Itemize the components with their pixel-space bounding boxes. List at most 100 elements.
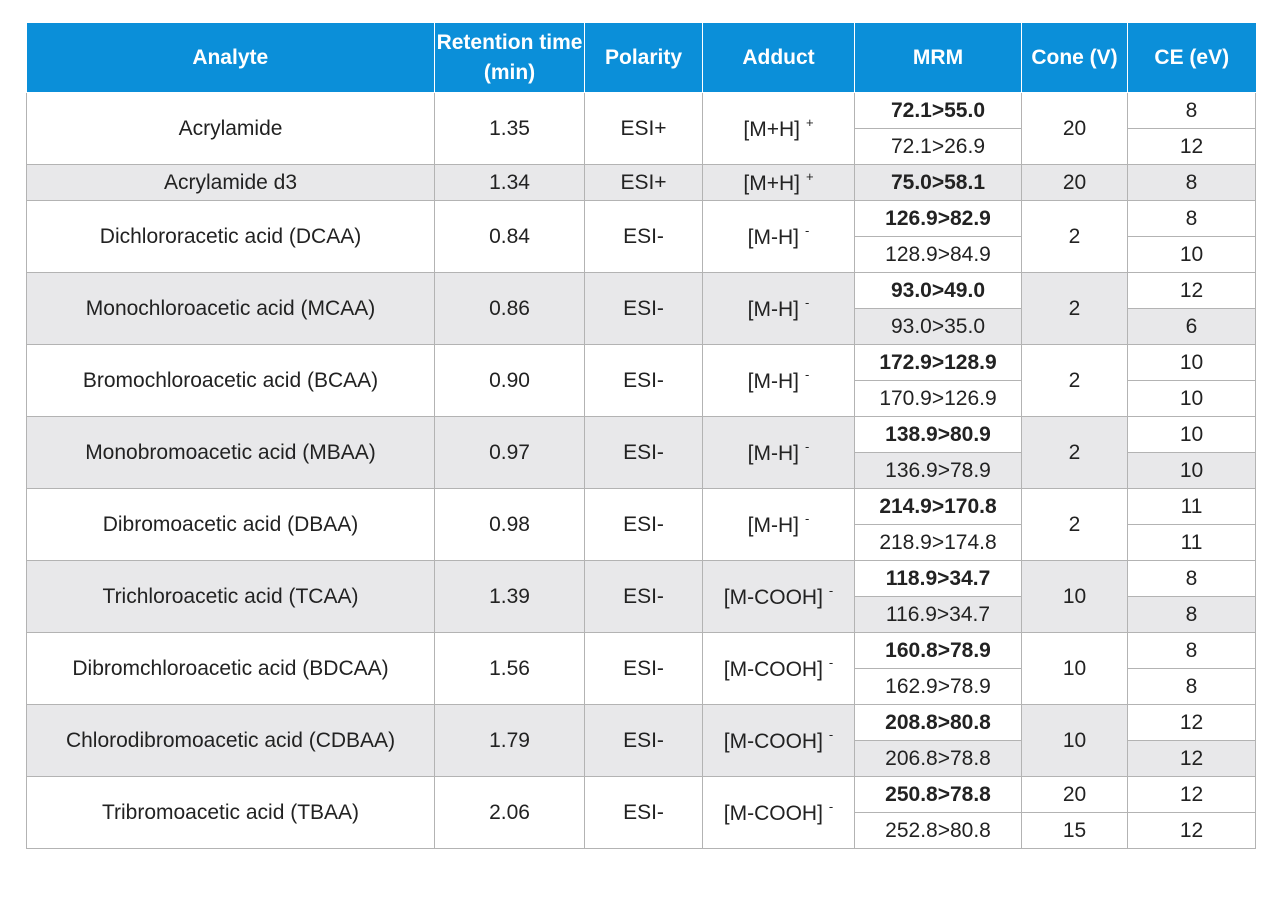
cell-mrm-qualifier: 136.9>78.9: [854, 452, 1022, 489]
cell-analyte: Tribromoacetic acid (TBAA): [26, 776, 435, 849]
cell-ce: 8: [1127, 164, 1256, 201]
header-retention-time: Retention time (min): [434, 23, 585, 93]
cell-polarity: ESI+: [584, 164, 703, 201]
cell-retention-time: 1.56: [434, 632, 585, 705]
cell-cone: 2: [1021, 200, 1128, 273]
cell-polarity: ESI-: [584, 560, 703, 633]
adduct-charge: +: [806, 115, 814, 130]
adduct-charge: +: [806, 169, 814, 184]
mrm-parameters-table: Analyte Retention time (min) Polarity Ad…: [26, 23, 1256, 849]
cell-mrm-qualifier: 128.9>84.9: [854, 236, 1022, 273]
cell-cone: 20: [1021, 92, 1128, 165]
table-row: Trichloroacetic acid (TCAA) 1.39 ESI- [M-CO…: [26, 560, 1256, 633]
cell-mrm-qualifier: 252.8>80.8: [854, 812, 1022, 849]
cell-mrm-quantifier: 93.0>49.0: [854, 272, 1022, 309]
cell-mrm-qualifier: 93.0>35.0: [854, 308, 1022, 345]
cell-ce: 8: [1127, 200, 1256, 237]
table-row: 252.8>80.8 15 12: [27, 812, 1256, 849]
cell-mrm-qualifier: 116.9>34.7: [854, 596, 1022, 633]
table-row: 128.9>84.9 10: [27, 236, 1256, 273]
adduct-label: [M+H]: [743, 118, 800, 141]
cell-polarity: ESI+: [584, 92, 703, 165]
cell-cone: 10: [1021, 704, 1128, 777]
cell-ce: 12: [1127, 272, 1256, 309]
cell-adduct: [M-H] -: [702, 344, 855, 417]
cell-retention-time: 1.34: [434, 164, 585, 201]
cell-ce: 8: [1127, 92, 1256, 129]
cell-mrm-qualifier: 218.9>174.8: [854, 524, 1022, 561]
adduct-charge: -: [828, 799, 834, 814]
table-row: Acrylamide 1.35 ESI+ [M+H] +72.1>55.0 20 8: [26, 92, 1256, 165]
cell-mrm-quantifier: 250.8>78.8: [854, 776, 1022, 813]
cell-polarity: ESI-: [584, 488, 703, 561]
table-row: 162.9>78.9 8: [27, 668, 1256, 705]
cell-analyte: Dibromoacetic acid (DBAA): [26, 488, 435, 561]
cell-ce: 12: [1127, 128, 1256, 165]
cell-ce: 8: [1127, 668, 1256, 705]
header-polarity: Polarity: [584, 23, 703, 93]
cell-adduct: [M-H] -: [702, 488, 855, 561]
adduct-label: [M-H]: [747, 370, 799, 393]
cell-mrm-qualifier: 72.1>26.9: [854, 128, 1022, 165]
cell-adduct: [M-COOH] -: [702, 560, 855, 633]
cell-cone: 15: [1021, 812, 1128, 849]
cell-ce: 10: [1127, 236, 1256, 273]
table-row: Monochloroacetic acid (MCAA) 0.86 ESI- [M-H…: [26, 272, 1256, 345]
table-row: Bromochloroacetic acid (BCAA) 0.90 ESI- [M-…: [26, 344, 1256, 417]
table-row: 206.8>78.8 12: [27, 740, 1256, 777]
adduct-label: [M-COOH]: [723, 586, 823, 609]
cell-retention-time: 0.90: [434, 344, 585, 417]
cell-cone: 20: [1021, 164, 1128, 201]
cell-cone: 10: [1021, 560, 1128, 633]
cell-cone: 10: [1021, 632, 1128, 705]
adduct-label: [M-COOH]: [723, 730, 823, 753]
table-row: 72.1>26.9 12: [27, 128, 1256, 165]
cell-mrm-quantifier: 118.9>34.7: [854, 560, 1022, 597]
cell-polarity: ESI-: [584, 344, 703, 417]
cell-polarity: ESI-: [584, 416, 703, 489]
adduct-label: [M-COOH]: [723, 802, 823, 825]
cell-analyte: Trichloroacetic acid (TCAA): [26, 560, 435, 633]
cell-retention-time: 1.39: [434, 560, 585, 633]
adduct-label: [M+H]: [743, 172, 800, 195]
cell-polarity: ESI-: [584, 272, 703, 345]
cell-cone: 2: [1021, 488, 1128, 561]
cell-retention-time: 0.97: [434, 416, 585, 489]
cell-analyte: Acrylamide d3: [26, 164, 435, 201]
cell-adduct: [M-H] -: [702, 416, 855, 489]
header-analyte: Analyte: [26, 23, 435, 93]
cell-ce: 10: [1127, 344, 1256, 381]
cell-analyte: Monobromoacetic acid (MBAA): [26, 416, 435, 489]
adduct-label: [M-COOH]: [723, 658, 823, 681]
adduct-charge: -: [828, 583, 834, 598]
cell-mrm-qualifier: 162.9>78.9: [854, 668, 1022, 705]
cell-ce: 10: [1127, 452, 1256, 489]
table-row: Tribromoacetic acid (TBAA) 2.06 ESI- [M-COO…: [26, 776, 1256, 849]
header-ce: CE (eV): [1127, 23, 1256, 93]
cell-retention-time: 1.35: [434, 92, 585, 165]
cell-ce: 12: [1127, 704, 1256, 741]
table-row: 93.0>35.0 6: [27, 308, 1256, 345]
cell-mrm-qualifier: 170.9>126.9: [854, 380, 1022, 417]
cell-adduct: [M-COOH] -: [702, 776, 855, 849]
cell-ce: 8: [1127, 560, 1256, 597]
table-row: Chlorodibromoacetic acid (CDBAA) 1.79 ESI-…: [26, 704, 1256, 777]
cell-cone: 2: [1021, 344, 1128, 417]
cell-analyte: Bromochloroacetic acid (BCAA): [26, 344, 435, 417]
header-row: Analyte Retention time (min) Polarity Ad…: [26, 23, 1256, 93]
cell-mrm-qualifier: 206.8>78.8: [854, 740, 1022, 777]
cell-ce: 8: [1127, 632, 1256, 669]
cell-ce: 12: [1127, 776, 1256, 813]
cell-analyte: Dibromchloroacetic acid (BDCAA): [26, 632, 435, 705]
cell-retention-time: 1.79: [434, 704, 585, 777]
header-mrm: MRM: [854, 23, 1022, 93]
cell-adduct: [M-COOH] -: [702, 632, 855, 705]
table-row: Dichlororacetic acid (DCAA) 0.84 ESI- [M-H]…: [26, 200, 1256, 273]
table-body: Acrylamide 1.35 ESI+ [M+H] +72.1>55.0 20 8 72.1…: [26, 92, 1256, 849]
cell-adduct: [M-H] -: [702, 272, 855, 345]
adduct-charge: -: [804, 367, 810, 382]
cell-ce: 11: [1127, 524, 1256, 561]
adduct-charge: -: [804, 511, 810, 526]
cell-adduct: [M+H] +: [702, 164, 855, 201]
cell-adduct: [M-H] -: [702, 200, 855, 273]
